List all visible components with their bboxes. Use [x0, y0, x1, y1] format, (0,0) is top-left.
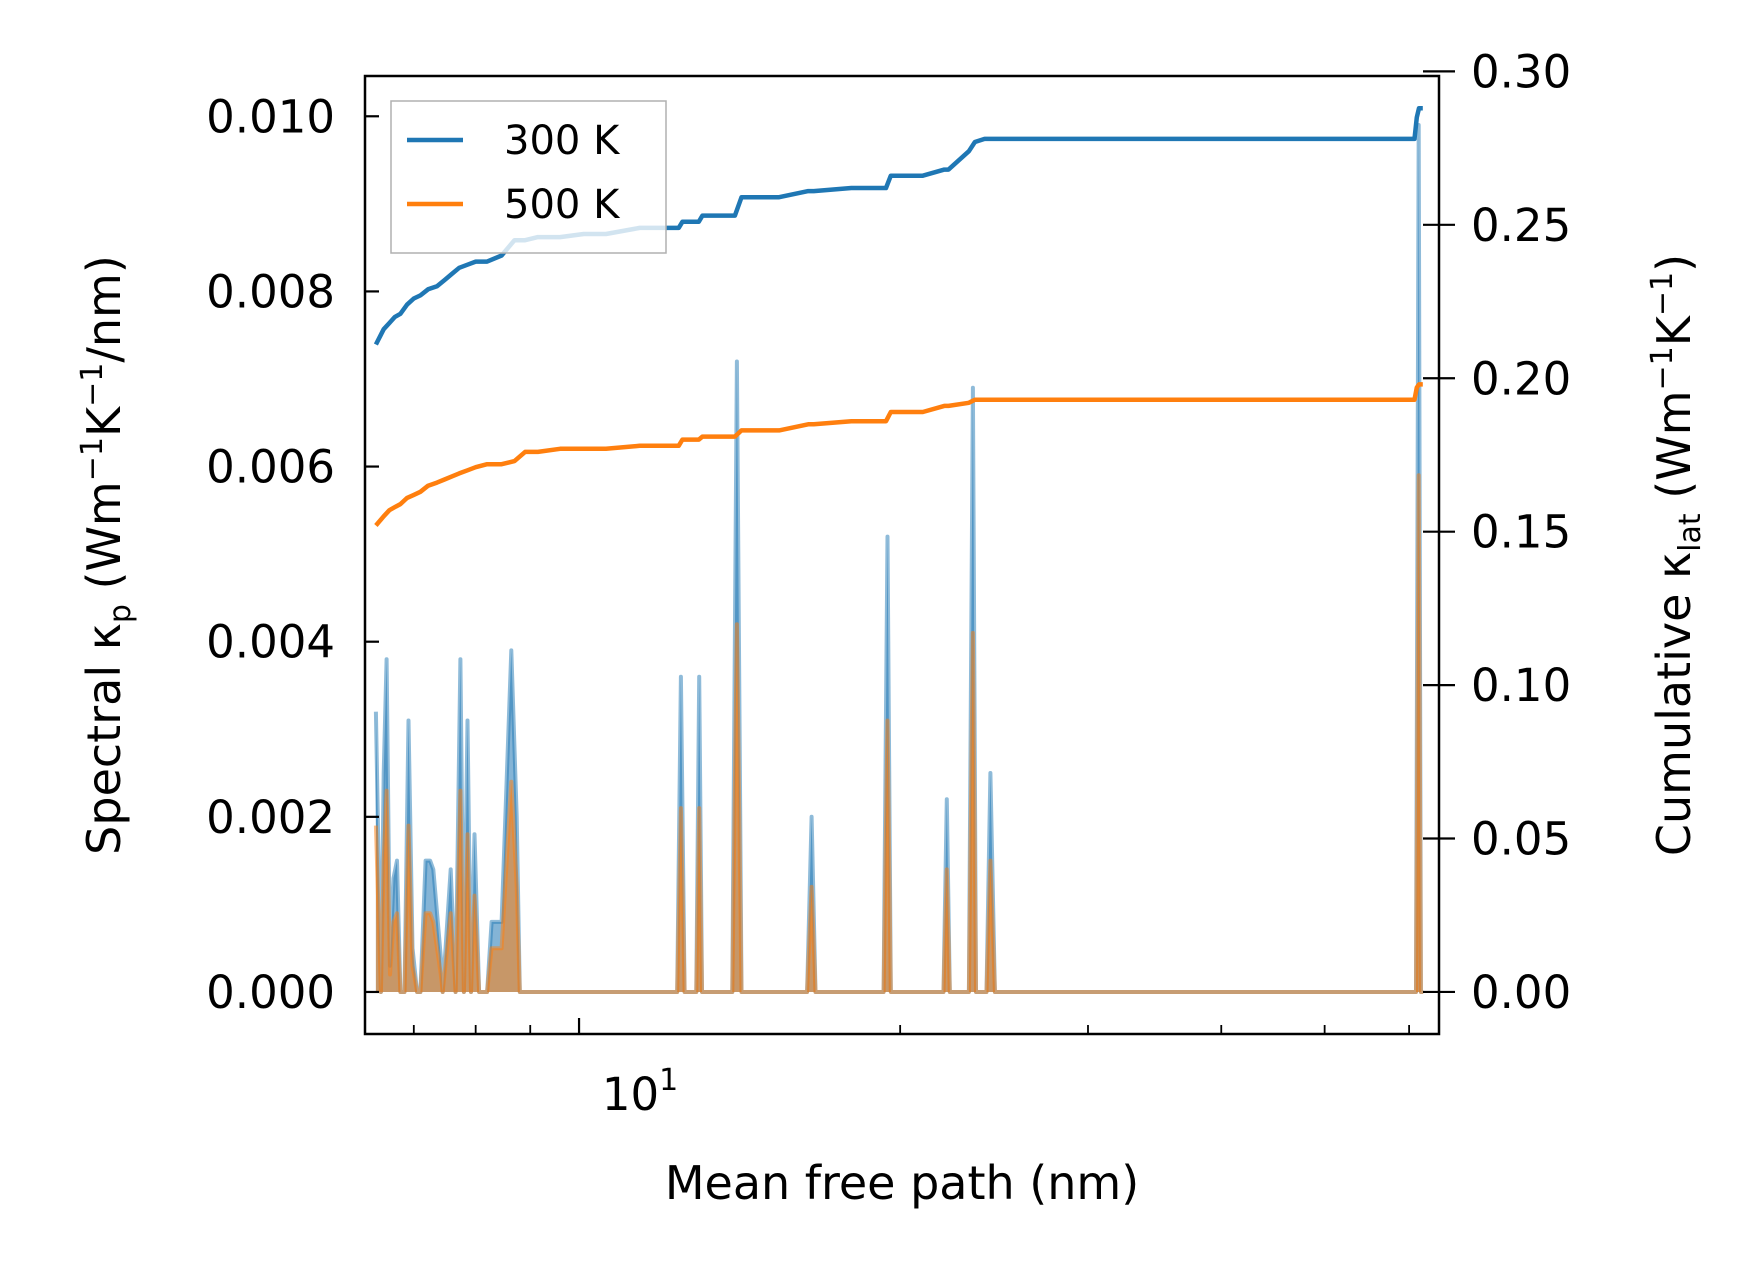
series-line-layer: [373, 105, 1423, 527]
y-axis-label-right: Cumulative κlat (Wm−1K−1): [1645, 254, 1708, 856]
tick-label-layer: 0.000 0.002 0.004 0.006 0.008 0.010 0.00 0.05 0.…: [206, 45, 1571, 1019]
y-axis-label-left: Spectral κp (Wm−1K−1/nm): [75, 255, 138, 855]
cumulative-line-300k: [373, 105, 1423, 346]
y-tick-label-left: 0.000: [206, 966, 335, 1019]
y-tick-label-left: 0.010: [206, 90, 335, 143]
legend: 300 K 500 K: [390, 100, 667, 254]
spectral-fill-layer: [373, 123, 1424, 994]
y-tick-label-right: 0.10: [1471, 659, 1571, 712]
legend-label-500k: 500 K: [504, 182, 621, 228]
x-tick-label-10: 101: [602, 1063, 678, 1121]
y-tick-label-right: 0.20: [1471, 352, 1571, 405]
y-tick-label-left: 0.008: [206, 265, 335, 318]
plot-frame: [363, 74, 1441, 1036]
y-tick-label-right: 0.30: [1471, 45, 1571, 98]
y-tick-label-right: 0.05: [1471, 813, 1571, 866]
y-tick-label-left: 0.002: [206, 791, 335, 844]
legend-label-300k: 300 K: [504, 118, 621, 164]
tick-layer: [365, 70, 1455, 1034]
x-axis-label: Mean free path (nm): [665, 1156, 1139, 1210]
y-tick-label-right: 0.00: [1471, 966, 1571, 1019]
y-tick-label-right: 0.25: [1471, 199, 1571, 252]
spectral-line-500k: [373, 473, 1424, 994]
y-tick-label-left: 0.004: [206, 616, 335, 669]
y-tick-label-right: 0.15: [1471, 506, 1571, 559]
legend-box: [390, 100, 667, 254]
cumulative-line-500k: [374, 382, 1423, 527]
y-tick-label-left: 0.006: [206, 441, 335, 494]
